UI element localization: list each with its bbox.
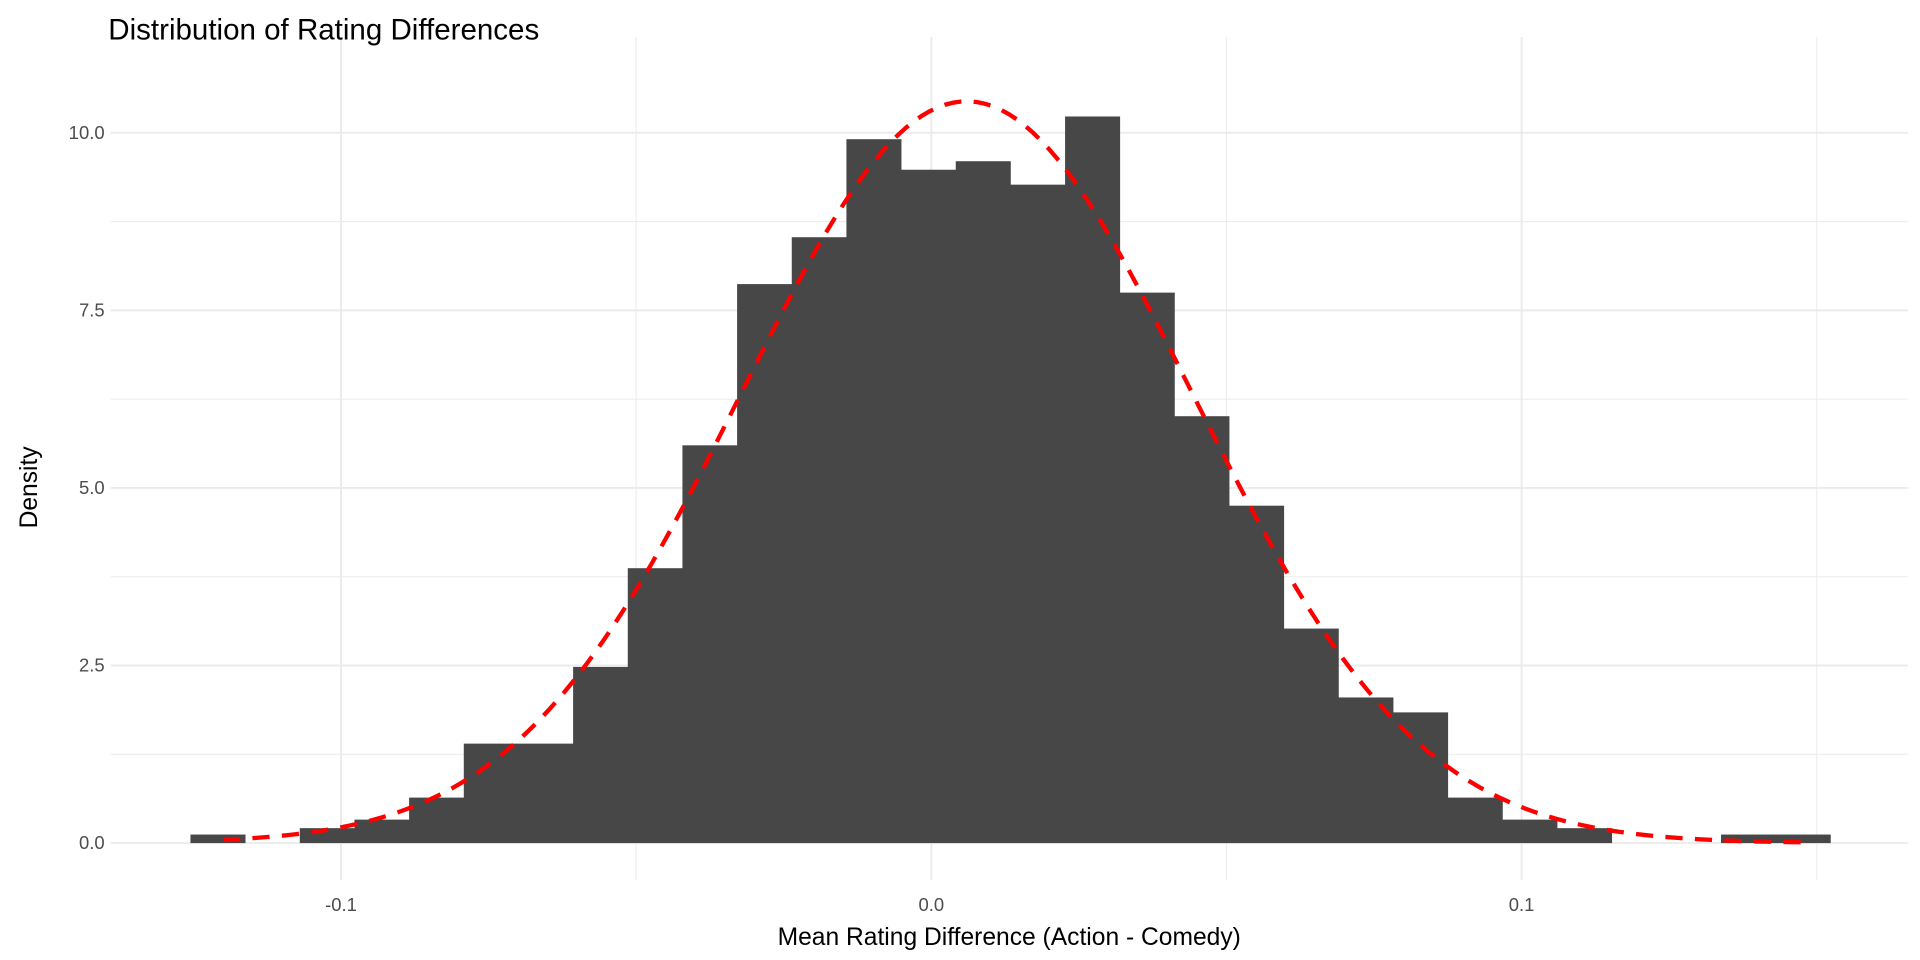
histogram-bar	[1119, 292, 1175, 844]
y-tick-label: 2.5	[79, 655, 105, 676]
histogram-bar	[737, 284, 793, 844]
histogram-bar	[1229, 505, 1285, 844]
normal-density-curve	[222, 99, 1811, 845]
histogram-bar	[846, 139, 902, 844]
histogram-bar	[955, 161, 1011, 844]
histogram-bar	[1174, 416, 1230, 844]
histogram-bar	[463, 743, 519, 844]
x-tick-label: -0.1	[325, 894, 357, 915]
histogram-bar	[1338, 697, 1394, 844]
x-axis-ticks: -0.1 0.0 0.1	[325, 894, 1534, 915]
histogram-bar	[1393, 712, 1449, 844]
histogram-bar	[1502, 819, 1558, 844]
histogram-bar	[1557, 828, 1613, 844]
histogram-bar	[354, 819, 410, 844]
x-tick-label: 0.1	[1509, 894, 1535, 915]
x-tick-label: 0.0	[918, 894, 944, 915]
x-axis-title: Mean Rating Difference (Action - Comedy)	[778, 924, 1241, 951]
y-tick-label: 7.5	[79, 300, 105, 321]
histogram-bar	[1283, 628, 1339, 844]
y-tick-label: 5.0	[79, 477, 105, 498]
histogram-bar	[190, 834, 246, 844]
histogram-bar	[518, 743, 574, 844]
chart-title: Distribution of Rating Differences	[108, 13, 539, 46]
histogram-bar	[1447, 797, 1503, 844]
histogram-bar	[573, 666, 629, 844]
histogram-bar	[1721, 834, 1777, 844]
histogram-bar	[682, 445, 738, 844]
histogram-bar	[791, 237, 847, 844]
histogram-bar	[627, 568, 683, 844]
histogram-bar	[1010, 184, 1066, 844]
y-tick-label: 10.0	[69, 122, 105, 143]
histogram-bar	[901, 169, 957, 844]
histogram-bar	[1065, 116, 1121, 844]
bars	[190, 116, 1831, 844]
histogram-bar	[409, 797, 465, 844]
y-axis-ticks: 0.0 2.5 5.0 7.5 10.0	[69, 122, 105, 853]
histogram-bar	[1775, 834, 1831, 844]
y-axis-title: Density	[16, 446, 43, 529]
y-tick-label: 0.0	[79, 832, 105, 853]
